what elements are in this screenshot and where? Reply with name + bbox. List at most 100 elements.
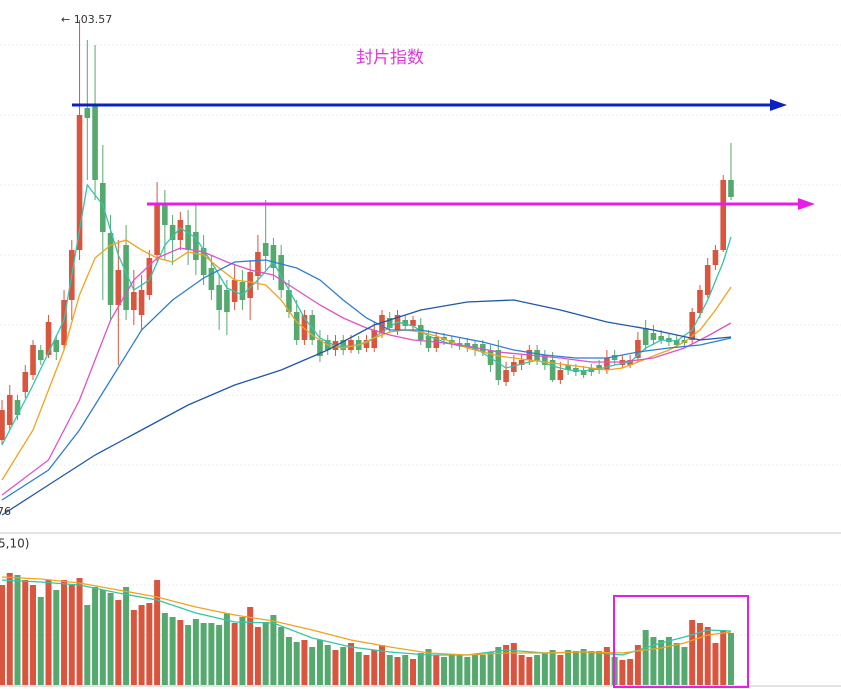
candle-body: [6, 395, 13, 425]
volume-bar: [107, 593, 114, 685]
candle-body: [247, 272, 253, 298]
volume-bar: [541, 653, 548, 685]
volume-bar: [603, 647, 610, 685]
candle-body: [255, 252, 261, 276]
volume-bar: [14, 575, 21, 685]
volume-bar: [45, 580, 52, 685]
candle-body: [658, 336, 664, 340]
candle-body: [224, 290, 230, 312]
moving-average-line: [1, 259, 732, 501]
volume-bar: [208, 623, 215, 685]
volume-bar: [216, 625, 223, 685]
volume-bar: [650, 637, 657, 685]
moving-average-line: [1, 239, 732, 481]
candle-body: [518, 360, 525, 365]
candle-body: [317, 340, 323, 356]
candle-body: [464, 343, 471, 347]
volume-bar: [239, 617, 246, 685]
volume-bar: [231, 623, 238, 685]
volume-bar: [456, 655, 463, 685]
candle-body: [402, 320, 409, 326]
volume-bar: [130, 610, 137, 685]
volume-bar: [76, 578, 83, 685]
candle-body: [363, 340, 370, 348]
volume-bar: [394, 657, 401, 685]
volume-bar: [580, 649, 587, 685]
candle-body: [340, 340, 347, 350]
candle-body: [262, 243, 269, 256]
volume-bar: [6, 573, 13, 685]
volume-bar: [154, 580, 161, 685]
volume-bar: [448, 655, 455, 685]
volume-bar: [619, 660, 626, 685]
candle-body: [138, 290, 145, 315]
volume-bar: [402, 655, 409, 685]
volume-bar: [99, 590, 106, 685]
max-label: ← 103.57: [61, 13, 112, 26]
volume-bar: [363, 655, 370, 685]
volume-bar: [247, 607, 254, 685]
volume-bar: [441, 657, 448, 685]
volume-bar: [665, 637, 672, 685]
volume-bar: [433, 655, 440, 685]
candle-body: [611, 355, 618, 360]
candle-body: [177, 220, 184, 240]
volume-bar: [324, 645, 331, 685]
volume-bar: [22, 580, 29, 685]
candle-body: [37, 350, 44, 360]
candle-body: [728, 180, 734, 197]
candle-body: [386, 318, 393, 328]
candle-body: [495, 350, 502, 380]
moving-average-line: [1, 247, 732, 496]
volume-bar: [332, 650, 339, 685]
volume-bar: [293, 642, 300, 685]
volume-bar: [37, 597, 44, 685]
volume-bar: [634, 645, 641, 685]
volume-bar: [696, 623, 703, 685]
volume-bar: [68, 585, 75, 685]
volume-bar: [720, 630, 727, 685]
volume-average-line: [1, 576, 732, 656]
volume-bar: [177, 620, 184, 685]
volume-bar: [115, 600, 122, 685]
volume-bar: [503, 645, 510, 685]
candle-body: [169, 225, 176, 240]
volume-bar: [285, 637, 292, 685]
volume-bar: [92, 587, 99, 685]
volume-bar: [84, 605, 91, 685]
candle-body: [596, 365, 602, 370]
volume-bar: [417, 653, 424, 685]
candle-body: [270, 245, 277, 268]
volume-bar: [642, 630, 649, 685]
min-label: 76: [0, 505, 11, 518]
volume-bar: [596, 651, 603, 685]
volume-bar: [479, 655, 486, 685]
volume-bar: [146, 603, 153, 685]
volume-bar: [169, 617, 176, 685]
volume-bar: [526, 657, 533, 685]
candle-body: [549, 360, 556, 380]
moving-average-line: [1, 183, 732, 446]
candle-body: [115, 270, 122, 305]
highlight-box: [613, 595, 749, 688]
candle-body: [697, 290, 703, 313]
candle-body: [146, 258, 153, 295]
volume-bar: [673, 643, 680, 685]
volume-bar: [278, 627, 285, 685]
volume-bar: [704, 627, 711, 685]
magenta-arrow-head: [798, 198, 815, 210]
candle-body: [604, 358, 610, 370]
volume-bar: [161, 613, 168, 685]
volume-label: 5,10): [0, 537, 29, 551]
candle-body: [107, 233, 114, 305]
candle-body: [0, 410, 5, 440]
volume-bar: [557, 655, 564, 685]
candle-body: [425, 336, 432, 348]
volume-bar: [309, 647, 316, 685]
volume-bar: [355, 652, 362, 685]
candle-body: [53, 340, 60, 352]
volume-bar: [572, 651, 579, 685]
volume-bar: [472, 655, 479, 685]
candle-body: [534, 350, 540, 360]
